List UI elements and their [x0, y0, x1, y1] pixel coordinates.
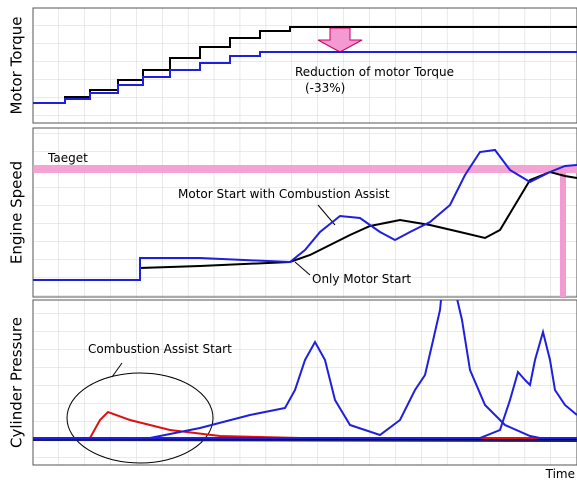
line	[33, 148, 577, 281]
ellipse	[66, 372, 214, 464]
leader	[294, 261, 311, 276]
arrow	[317, 27, 363, 53]
y-axis-label: Engine Speed	[8, 161, 26, 264]
annotation: Only Motor Start	[312, 272, 411, 286]
annotation: Motor Start with Combustion Assist	[178, 187, 390, 201]
x-axis-label: Time	[545, 467, 575, 481]
plot-area	[33, 26, 577, 104]
plot-area	[33, 300, 577, 442]
y-axis-label: Cylinder Pressure	[8, 317, 26, 448]
y-axis-label: Motor Torque	[8, 16, 26, 114]
leader	[111, 362, 123, 378]
annotation: Reduction of motor Torque	[295, 65, 454, 79]
annotation: (-33%)	[305, 81, 345, 95]
line	[33, 328, 577, 439]
line	[33, 51, 577, 104]
plot-area	[33, 148, 577, 297]
line	[33, 439, 577, 442]
line	[33, 170, 577, 281]
target-label: Taeget	[47, 151, 88, 165]
line	[33, 300, 577, 439]
panel	[32, 127, 577, 298]
annotation: Combustion Assist Start	[88, 342, 232, 356]
